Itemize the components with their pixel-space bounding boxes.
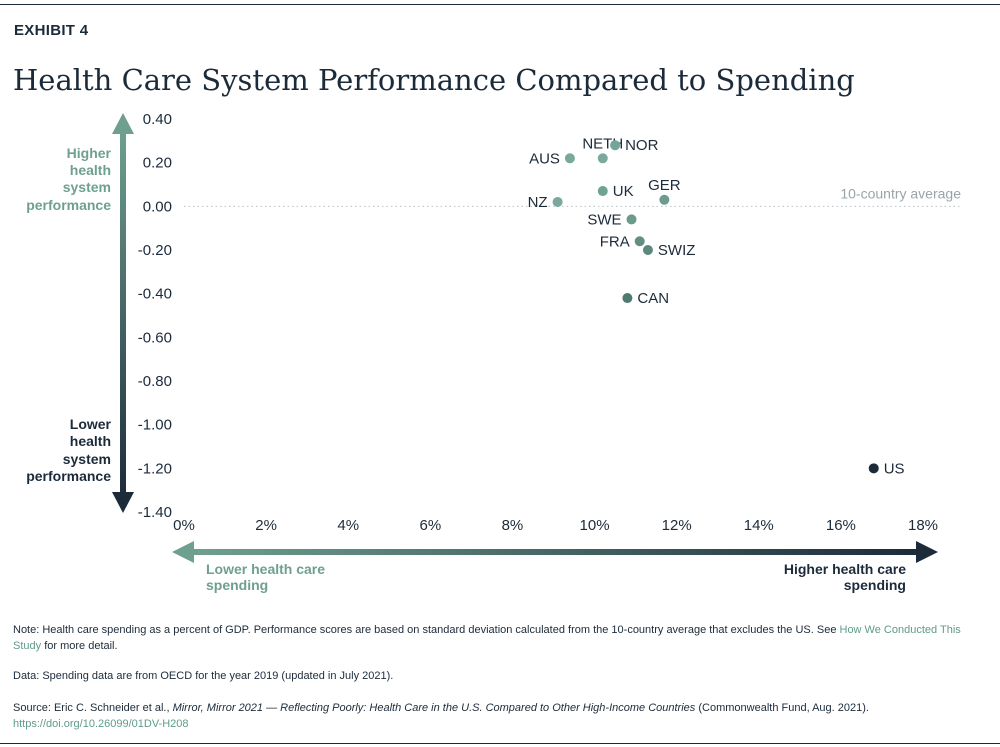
y-axis-arrow — [112, 113, 134, 513]
x-left-line-1: Lower health care — [206, 561, 325, 577]
chart-title: Health Care System Performance Compared … — [13, 63, 855, 98]
x-tick-label: 10% — [580, 517, 610, 534]
point-aus — [564, 153, 575, 164]
note-text: Note: Health care spending as a percent … — [13, 624, 840, 636]
x-tick-label: 12% — [662, 517, 692, 534]
x-tick-label: 8% — [502, 517, 524, 534]
point-label-nor: NOR — [625, 137, 659, 154]
point-fra — [634, 236, 645, 247]
scatter-chart: Higher health system performance Lower h… — [26, 111, 962, 593]
y-tick-label: 0.40 — [143, 111, 172, 128]
x-tick-label: 2% — [255, 517, 277, 534]
note-tail: for more detail. — [41, 640, 118, 652]
y-bottom-line-2: health — [70, 433, 111, 449]
x-tick-label: 6% — [419, 517, 441, 534]
y-top-line-4: performance — [26, 197, 111, 213]
y-axis-top-label: Higher health system performance — [26, 145, 111, 213]
y-tick-label: -0.60 — [138, 329, 172, 346]
point-label-ger: GER — [648, 177, 681, 194]
x-axis-left-label: Lower health care spending — [206, 561, 325, 593]
x-axis-right-label: Higher health care spending — [784, 561, 906, 593]
point-label-fra: FRA — [600, 233, 630, 250]
y-tick-labels: 0.40 0.20 0.00 -0.20 -0.40 -0.60 -0.80 -1.00 -1.… — [138, 111, 172, 521]
y-tick-label: -0.20 — [138, 242, 172, 259]
source-title: Mirror, Mirror 2021 — Reflecting Poorly:… — [172, 702, 696, 714]
x-tick-label: 16% — [826, 517, 856, 534]
point-nz — [552, 196, 563, 207]
y-top-line-2: health — [70, 162, 111, 178]
y-bottom-line-4: performance — [26, 468, 111, 484]
y-tick-label: -1.20 — [138, 460, 172, 477]
source-suffix: (Commonwealth Fund, Aug. 2021). — [695, 702, 869, 714]
y-tick-label: -1.00 — [138, 417, 172, 434]
point-uk — [597, 186, 608, 197]
doi-link[interactable]: https://doi.org/10.26099/01DV-H208 — [13, 718, 189, 730]
x-tick-label: 14% — [744, 517, 774, 534]
source-paragraph: Source: Eric C. Schneider et al., Mirror… — [13, 700, 988, 732]
x-tick-label: 18% — [908, 517, 938, 534]
note-paragraph: Note: Health care spending as a percent … — [13, 622, 988, 654]
y-top-line-3: system — [63, 179, 111, 195]
point-label-can: CAN — [637, 290, 669, 307]
point-can — [622, 293, 633, 304]
point-ger — [659, 194, 670, 205]
source-prefix: Source: Eric C. Schneider et al., — [13, 702, 173, 714]
point-neth — [597, 153, 608, 164]
y-axis-bottom-label: Lower health system performance — [26, 416, 111, 484]
point-label-uk: UK — [613, 183, 634, 200]
x-tick-label: 4% — [337, 517, 359, 534]
x-left-line-2: spending — [206, 577, 268, 593]
point-swe — [626, 214, 637, 225]
x-tick-label: 0% — [173, 517, 195, 534]
y-tick-label: 0.00 — [143, 198, 172, 215]
y-tick-label: -0.40 — [138, 286, 172, 303]
point-nor — [610, 140, 621, 151]
x-right-line-1: Higher health care — [784, 561, 906, 577]
x-right-line-2: spending — [844, 577, 906, 593]
exhibit-label: EXHIBIT 4 — [14, 22, 89, 39]
y-tick-label: -1.40 — [138, 504, 172, 521]
methodology-link[interactable]: How We Conducted This Study — [13, 624, 961, 652]
x-axis-arrow — [172, 541, 938, 563]
y-tick-label: 0.20 — [143, 155, 172, 172]
data-paragraph: Data: Spending data are from OECD for th… — [13, 670, 394, 682]
y-bottom-line-3: system — [63, 451, 111, 467]
point-us — [868, 463, 879, 474]
point-label-aus: AUS — [529, 150, 560, 167]
point-label-us: US — [884, 460, 905, 477]
y-bottom-line-1: Lower — [70, 416, 112, 432]
point-swiz — [642, 245, 653, 255]
top-rule — [0, 4, 1000, 5]
y-tick-label: -0.80 — [138, 373, 172, 390]
y-top-line-1: Higher — [67, 145, 112, 161]
point-label-swe: SWE — [587, 211, 621, 228]
bottom-rule — [0, 743, 1000, 744]
average-reference-label: 10-country average — [840, 185, 961, 201]
x-tick-labels: 0% 2% 4% 6% 8% 10% 12% 14% 16% 18% — [173, 517, 938, 534]
point-label-nz: NZ — [528, 194, 548, 211]
point-label-swiz: SWIZ — [658, 242, 696, 259]
